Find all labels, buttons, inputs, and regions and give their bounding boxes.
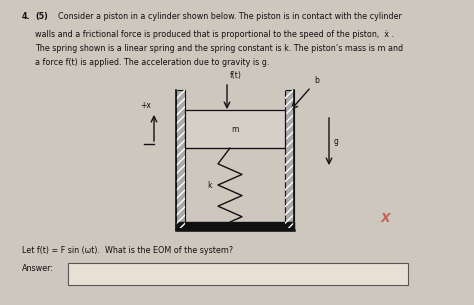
Bar <box>176 90 185 228</box>
Bar <box>68 263 408 285</box>
Text: +x: +x <box>141 101 151 110</box>
Text: k: k <box>208 181 212 189</box>
Text: g: g <box>334 137 339 146</box>
Bar <box>285 90 294 228</box>
Text: b: b <box>314 76 319 85</box>
Text: The spring shown is a linear spring and the spring constant is k. The piston’s m: The spring shown is a linear spring and … <box>35 44 403 53</box>
Bar <box>176 90 185 228</box>
Text: f(t): f(t) <box>230 71 242 80</box>
Text: (5): (5) <box>35 12 48 21</box>
Text: Consider a piston in a cylinder shown below. The piston is in contact with the c: Consider a piston in a cylinder shown be… <box>58 12 402 21</box>
Bar <box>285 90 294 228</box>
Bar <box>185 110 285 148</box>
Text: a force f(t) is applied. The acceleration due to gravity is g.: a force f(t) is applied. The acceleratio… <box>35 58 269 67</box>
Text: m: m <box>231 124 239 134</box>
Text: X: X <box>380 211 390 224</box>
Text: Answer:: Answer: <box>22 264 54 273</box>
Text: 4.: 4. <box>22 12 31 21</box>
Text: Let f(t) = F sin (ωt).  What is the EOM of the system?: Let f(t) = F sin (ωt). What is the EOM o… <box>22 246 233 255</box>
Bar <box>176 222 294 230</box>
Text: walls and a frictional force is produced that is proportional to the speed of th: walls and a frictional force is produced… <box>35 30 394 39</box>
